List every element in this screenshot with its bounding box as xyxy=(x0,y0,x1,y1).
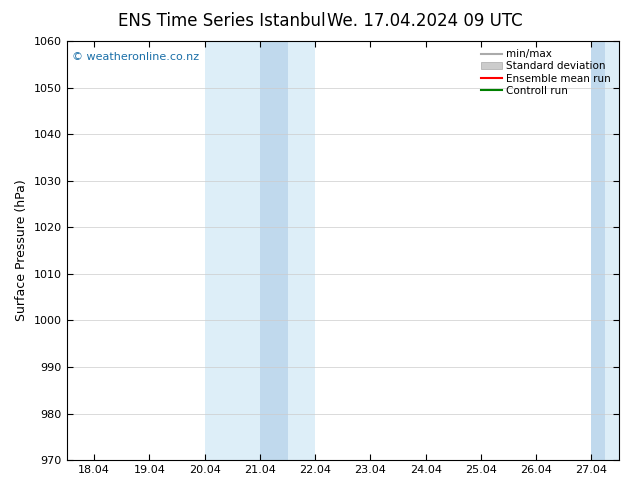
Bar xyxy=(260,41,288,460)
Text: © weatheronline.co.nz: © weatheronline.co.nz xyxy=(72,51,199,62)
Text: ENS Time Series Istanbul: ENS Time Series Istanbul xyxy=(118,12,326,30)
Legend: min/max, Standard deviation, Ensemble mean run, Controll run: min/max, Standard deviation, Ensemble me… xyxy=(478,46,614,99)
Text: We. 17.04.2024 09 UTC: We. 17.04.2024 09 UTC xyxy=(327,12,522,30)
Y-axis label: Surface Pressure (hPa): Surface Pressure (hPa) xyxy=(15,180,28,321)
Bar xyxy=(592,41,605,460)
Bar xyxy=(592,41,619,460)
Bar xyxy=(205,41,315,460)
